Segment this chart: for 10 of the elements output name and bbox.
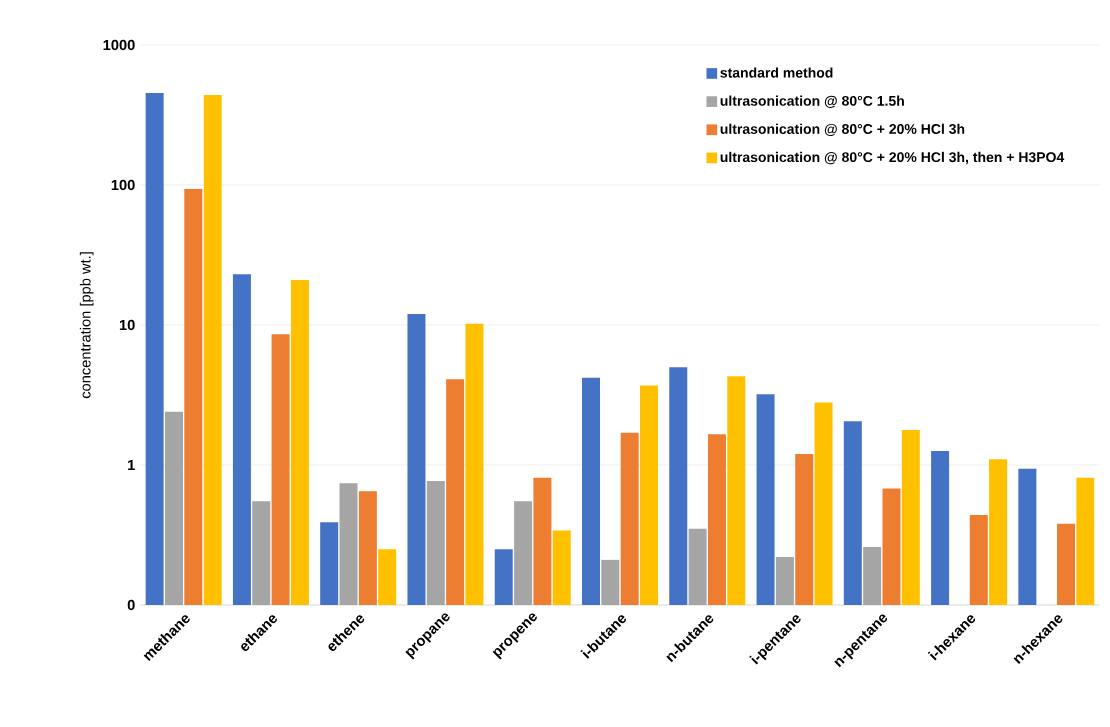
legend-label: standard method bbox=[720, 67, 833, 78]
y-tick-label: 1000 bbox=[103, 39, 135, 51]
y-tick-label: 100 bbox=[111, 179, 135, 191]
y-tick-label: 10 bbox=[119, 319, 135, 331]
legend-label: ultrasonication @ 80°C + 20% HCl 3h bbox=[720, 123, 965, 137]
y-axis-title: concentration [ppb wt.] bbox=[79, 252, 94, 399]
legend-label: ultrasonication @ 80°C 1.5h bbox=[720, 95, 904, 108]
y-tick-label: 0 bbox=[127, 599, 135, 611]
legend-label: ultrasonication @ 80°C + 20% HCl 3h, then + H3PO4 bbox=[720, 151, 1065, 165]
y-tick-label: 1 bbox=[128, 459, 135, 471]
